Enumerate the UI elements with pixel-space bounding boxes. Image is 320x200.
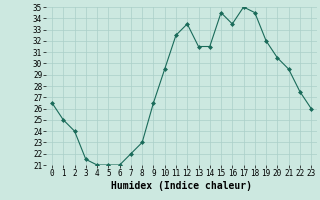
X-axis label: Humidex (Indice chaleur): Humidex (Indice chaleur) xyxy=(111,181,252,191)
